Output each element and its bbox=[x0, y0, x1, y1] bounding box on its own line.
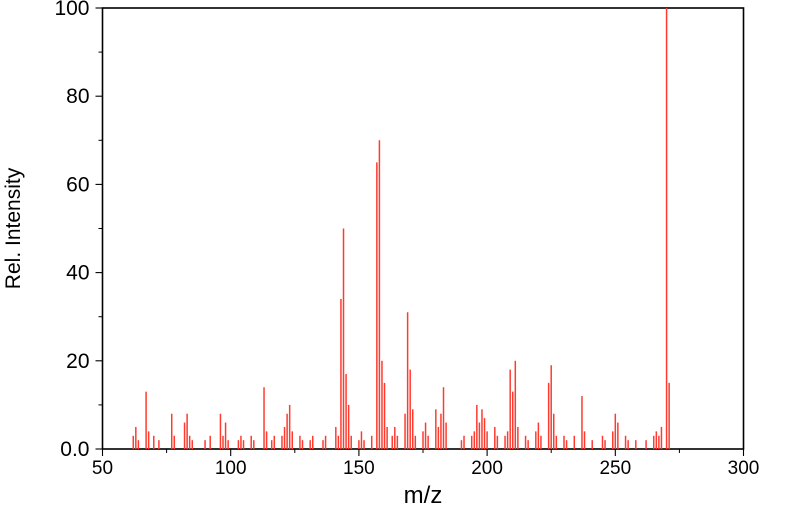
svg-text:250: 250 bbox=[599, 458, 631, 479]
svg-text:100: 100 bbox=[215, 458, 247, 479]
svg-text:0.0: 0.0 bbox=[60, 438, 89, 461]
svg-text:150: 150 bbox=[343, 458, 375, 479]
svg-text:80: 80 bbox=[66, 85, 89, 108]
svg-text:Rel. Intensity: Rel. Intensity bbox=[2, 167, 25, 289]
svg-text:200: 200 bbox=[471, 458, 503, 479]
svg-text:20: 20 bbox=[66, 350, 89, 373]
svg-text:300: 300 bbox=[728, 458, 760, 479]
svg-text:m/z: m/z bbox=[404, 482, 443, 509]
svg-text:50: 50 bbox=[92, 458, 113, 479]
svg-text:100: 100 bbox=[54, 0, 89, 20]
svg-text:40: 40 bbox=[66, 262, 89, 285]
svg-text:60: 60 bbox=[66, 173, 89, 196]
